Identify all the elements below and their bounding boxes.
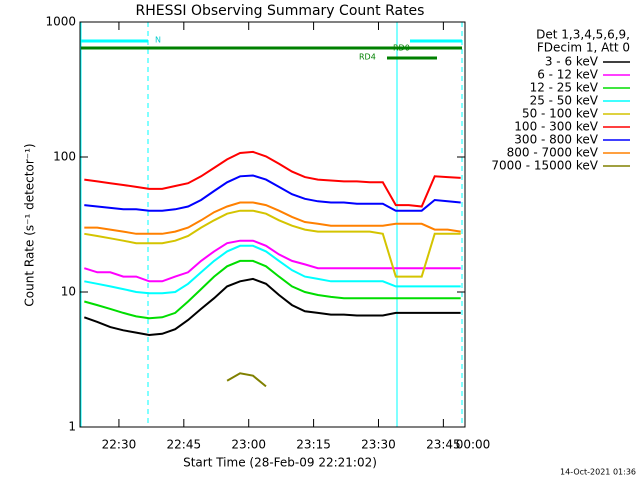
series-line <box>84 174 461 212</box>
legend-label: 100 - 300 keV <box>514 120 598 134</box>
series-line <box>84 150 461 208</box>
legend-label: 12 - 25 keV <box>530 81 599 95</box>
legend-label: 50 - 100 keV <box>522 107 599 121</box>
y-tick-label: 100 <box>53 150 76 164</box>
series-line <box>83 239 461 283</box>
x-tick-label: 23:45 <box>426 438 461 452</box>
x-tick-label: 23:15 <box>296 438 331 452</box>
y-axis-label: Count Rate (s⁻¹ detector⁻¹) <box>23 143 37 306</box>
x-tick-label: 22:30 <box>102 438 137 452</box>
y-tick-label: 1000 <box>45 15 76 29</box>
legend-label: 6 - 12 keV <box>537 68 599 82</box>
legend-header: FDecim 1, Att 0 <box>537 41 630 55</box>
y-tick-label: 1 <box>68 420 76 434</box>
x-tick-label: 23:00 <box>231 438 266 452</box>
x-tick-label: 00:00 <box>456 438 491 452</box>
x-axis-label: Start Time (28-Feb-09 22:21:02) <box>183 456 377 470</box>
plot-frame <box>79 21 466 428</box>
series-line <box>83 277 461 337</box>
y-tick-label: 10 <box>61 285 76 299</box>
x-tick-label: 22:45 <box>167 438 202 452</box>
legend-label: 7000 - 15000 keV <box>491 159 598 173</box>
legend-label: 300 - 800 keV <box>514 133 598 147</box>
footer: 14-Oct-2021 01:36 <box>560 468 636 477</box>
legend-label: 25 - 50 keV <box>530 94 599 108</box>
series-line <box>84 259 461 320</box>
legend-header: Det 1,3,4,5,6,9, <box>536 28 630 42</box>
series-line <box>84 244 461 295</box>
chart-title: RHESSI Observing Summary Count Rates <box>136 3 425 19</box>
series-line <box>84 201 461 235</box>
series-line <box>226 372 267 388</box>
series-line <box>84 209 461 278</box>
annotation: N <box>155 36 161 45</box>
legend-label: 800 - 7000 keV <box>507 146 599 160</box>
x-tick-label: 23:30 <box>361 438 396 452</box>
annotation: RD4 <box>359 53 376 62</box>
annotation: RD0 <box>393 44 410 53</box>
legend-label: 3 - 6 keV <box>545 55 599 69</box>
